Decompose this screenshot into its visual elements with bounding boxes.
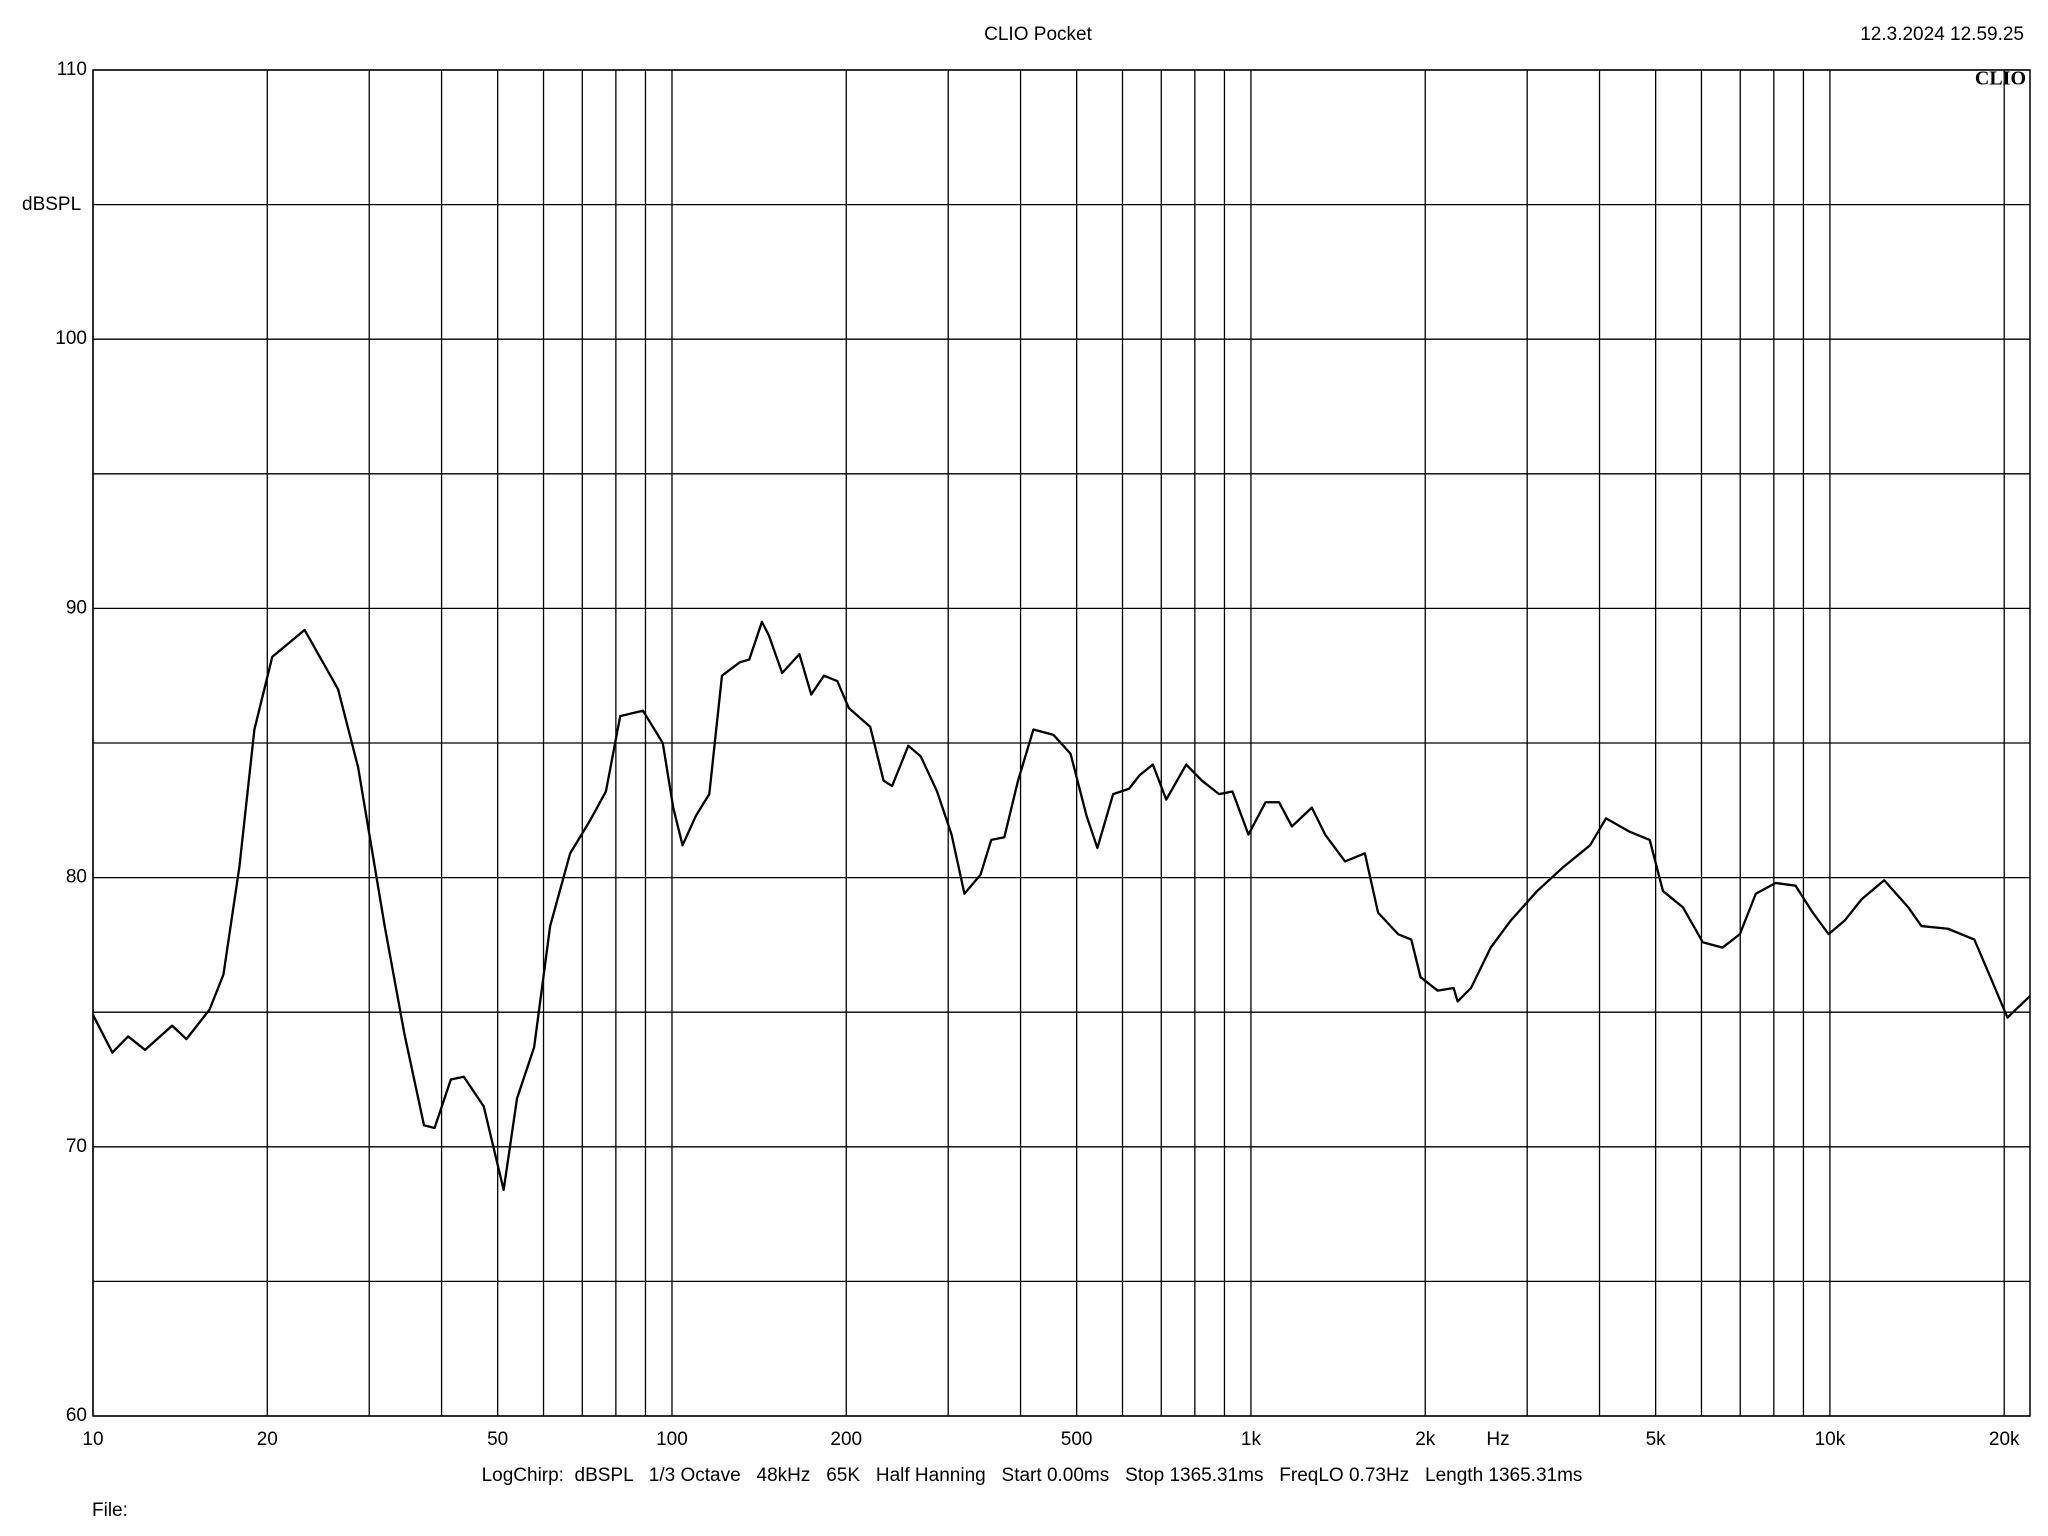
x-tick-label: 10: [82, 1429, 103, 1450]
y-tick-label: 70: [66, 1136, 87, 1157]
x-tick-label: 10k: [1815, 1429, 1846, 1450]
y-tick-label: 90: [66, 597, 87, 618]
measurement-settings: LogChirp: dBSPL 1/3 Octave 48kHz 65K Hal…: [482, 1465, 1583, 1486]
x-tick-label: 500: [1061, 1429, 1093, 1450]
x-tick-label: 20k: [1989, 1429, 2020, 1450]
x-axis-label: Hz: [1486, 1429, 1509, 1450]
plot-frame: [92, 69, 2031, 1417]
y-tick-label: 110: [57, 59, 87, 80]
response-curve: [91, 620, 2031, 1192]
file-label: File:: [92, 1500, 128, 1521]
logo: CLIO: [1975, 68, 2026, 90]
x-tick-label: 20: [257, 1429, 278, 1450]
x-tick-label: 50: [487, 1429, 508, 1450]
x-tick-label: 200: [830, 1429, 862, 1450]
y-tick-label: 60: [66, 1405, 87, 1426]
chart-title: CLIO Pocket: [984, 24, 1092, 45]
x-tick-label: 5k: [1646, 1429, 1667, 1450]
y-axis-label: dBSPL: [22, 194, 81, 215]
timestamp: 12.3.2024 12.59.25: [1860, 24, 2024, 45]
y-tick-label: 80: [66, 867, 87, 888]
y-tick-label: 100: [55, 328, 87, 349]
x-tick-label: 1k: [1241, 1429, 1262, 1450]
x-tick-label: 100: [656, 1429, 688, 1450]
x-tick-label: 2k: [1415, 1429, 1436, 1450]
